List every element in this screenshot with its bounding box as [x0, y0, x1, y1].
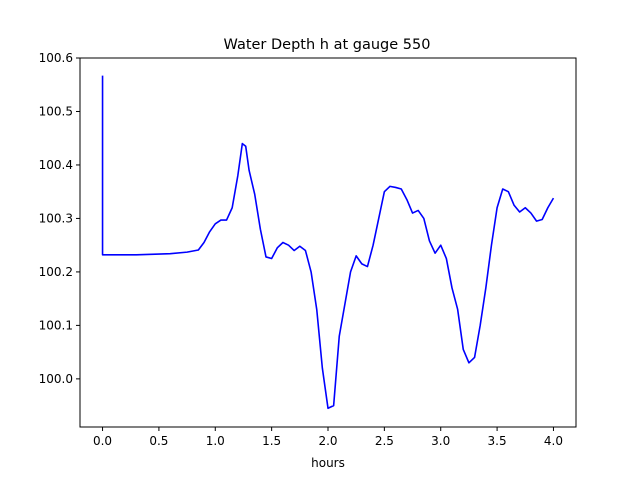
x-tick-label: 2.5	[375, 434, 394, 448]
x-tick-label: 2.0	[318, 434, 337, 448]
y-axis-ticks: 100.0 100.1 100.2 100.3 100.4 100.5 100.6	[39, 51, 80, 386]
y-tick-label: 100.0	[39, 372, 73, 386]
x-tick-label: 3.5	[488, 434, 507, 448]
x-tick-label: 1.0	[206, 434, 225, 448]
x-tick-label: 1.5	[262, 434, 281, 448]
chart-title: Water Depth h at gauge 550	[224, 37, 431, 53]
x-tick-label: 0.0	[93, 434, 112, 448]
y-tick-label: 100.1	[39, 318, 73, 332]
y-tick-label: 100.5	[39, 104, 73, 118]
x-tick-label: 0.5	[149, 434, 168, 448]
plot-area	[101, 75, 555, 410]
y-tick-label: 100.3	[39, 211, 73, 225]
y-tick-label: 100.2	[39, 265, 73, 279]
x-tick-label: 3.0	[431, 434, 450, 448]
y-tick-label: 100.6	[39, 51, 73, 65]
x-axis-label: hours	[311, 456, 345, 470]
x-axis-ticks: 0.0 0.5 1.0 1.5 2.0 2.5 3.0 3.5 4.0	[93, 427, 563, 448]
series-line-0	[101, 75, 555, 410]
y-tick-label: 100.4	[39, 158, 73, 172]
x-tick-label: 4.0	[544, 434, 563, 448]
axes-frame	[79, 57, 577, 428]
